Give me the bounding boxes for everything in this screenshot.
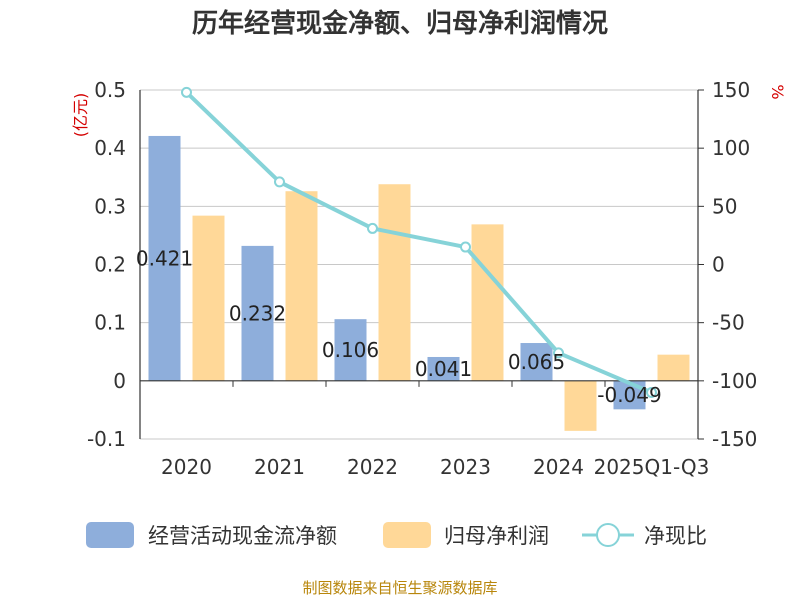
left-tick-label: 0.1 <box>94 311 126 335</box>
profit-bar <box>285 191 318 381</box>
right-tick-label: 50 <box>712 194 737 218</box>
ratio-point <box>367 222 378 234</box>
bars <box>148 135 690 431</box>
right-axis-unit: % <box>768 84 787 99</box>
ratio-point <box>460 241 471 253</box>
legend-label-cashflow: 经营活动现金流净额 <box>148 524 337 548</box>
cashflow-bar <box>520 343 553 381</box>
axes: 0.5 0.4 0.3 0.2 0.1 0 -0.1 150 100 50 0 -50 -100 -150… <box>87 78 757 479</box>
left-axis-unit: (亿元) <box>71 93 90 138</box>
right-tick-label: -150 <box>712 427 757 451</box>
x-tick-label: 2022 <box>347 455 398 479</box>
x-tick-label: 2021 <box>254 455 305 479</box>
right-tick-label: 0 <box>712 253 725 277</box>
ratio-point <box>181 86 192 98</box>
source-note: 制图数据来自恒生聚源数据库 <box>302 579 497 597</box>
ratio-point <box>646 386 657 398</box>
right-tick-label: 100 <box>712 136 750 160</box>
left-tick-label: -0.1 <box>87 427 126 451</box>
chart-title: 历年经营现金净额、归母净利润情况 <box>192 8 608 39</box>
cashflow-bar <box>148 135 181 381</box>
legend-swatch-ratio-marker <box>596 523 620 547</box>
left-tick-label: 0.5 <box>94 78 126 102</box>
left-tick-label: 0.3 <box>94 194 126 218</box>
cashflow-data-label: 0.232 <box>229 301 286 325</box>
cashflow-data-label: -0.049 <box>597 383 661 407</box>
legend-label-profit: 归母净利润 <box>444 524 549 548</box>
x-tick-label: 2020 <box>161 455 212 479</box>
profit-bar <box>378 184 411 381</box>
x-tick-label: 2023 <box>440 455 491 479</box>
profit-bar <box>564 380 597 431</box>
cashflow-bar <box>241 245 274 381</box>
cashflow-data-label: 0.065 <box>508 350 565 374</box>
x-tick-label: 2024 <box>533 455 584 479</box>
right-tick-label: -50 <box>712 311 745 335</box>
cashflow-bar <box>334 319 367 381</box>
right-tick-label: 150 <box>712 78 750 102</box>
left-tick-label: 0.2 <box>94 253 126 277</box>
profit-bar <box>471 224 504 381</box>
ratio-point <box>274 176 285 188</box>
legend-swatch-cashflow <box>86 522 134 548</box>
cashflow-data-label: 0.106 <box>322 338 379 362</box>
legend: 经营活动现金流净额 归母净利润 净现比 <box>86 522 707 548</box>
cashflow-bar <box>427 356 460 381</box>
profit-bar <box>657 354 690 381</box>
cashflow-data-label: 0.041 <box>415 357 472 381</box>
cashflow-data-label: 0.421 <box>136 246 193 270</box>
ratio-line <box>185 90 653 395</box>
profit-bar <box>192 215 225 381</box>
gridlines <box>140 89 698 440</box>
left-tick-label: 0.4 <box>94 136 126 160</box>
left-tick-label: 0 <box>113 369 126 393</box>
legend-swatch-profit <box>383 522 431 548</box>
ratio-line-layer <box>181 86 657 398</box>
ratio-point <box>553 347 564 359</box>
data-labels: 0.421 0.232 0.106 0.041 0.065 -0.049 <box>136 246 662 407</box>
right-tick-label: -100 <box>712 369 757 393</box>
x-tick-label: 2025Q1-Q3 <box>594 455 710 479</box>
legend-label-ratio: 净现比 <box>644 524 707 548</box>
